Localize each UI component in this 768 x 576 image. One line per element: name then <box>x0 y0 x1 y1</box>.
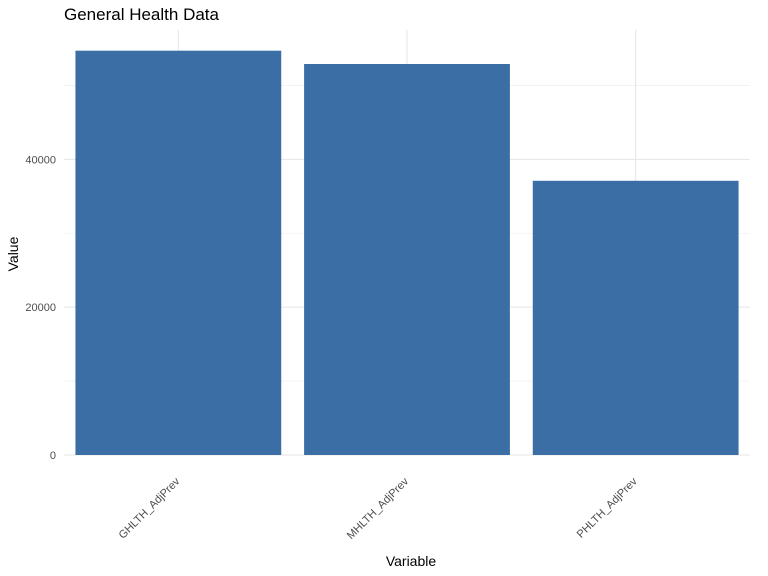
y-tick-label: 40000 <box>25 154 56 166</box>
y-axis-title: Value <box>5 236 21 271</box>
bar <box>532 180 739 456</box>
bars <box>75 50 739 456</box>
y-axis-ticks: 0 20000 40000 <box>25 154 56 462</box>
x-tick-label: GHLTH_AdjPrev <box>117 475 183 541</box>
bar <box>75 50 282 456</box>
bar <box>304 64 510 455</box>
chart-title: General Health Data <box>64 5 220 24</box>
x-axis-ticks: GHLTH_AdjPrev MHLTH_AdjPrev PHLTH_AdjPrev <box>117 475 641 542</box>
x-tick-label: MHLTH_AdjPrev <box>345 475 412 542</box>
y-tick-label: 0 <box>50 450 56 462</box>
x-tick-label: PHLTH_AdjPrev <box>575 475 640 540</box>
x-axis-title: Variable <box>386 553 437 569</box>
y-tick-label: 20000 <box>25 302 56 314</box>
